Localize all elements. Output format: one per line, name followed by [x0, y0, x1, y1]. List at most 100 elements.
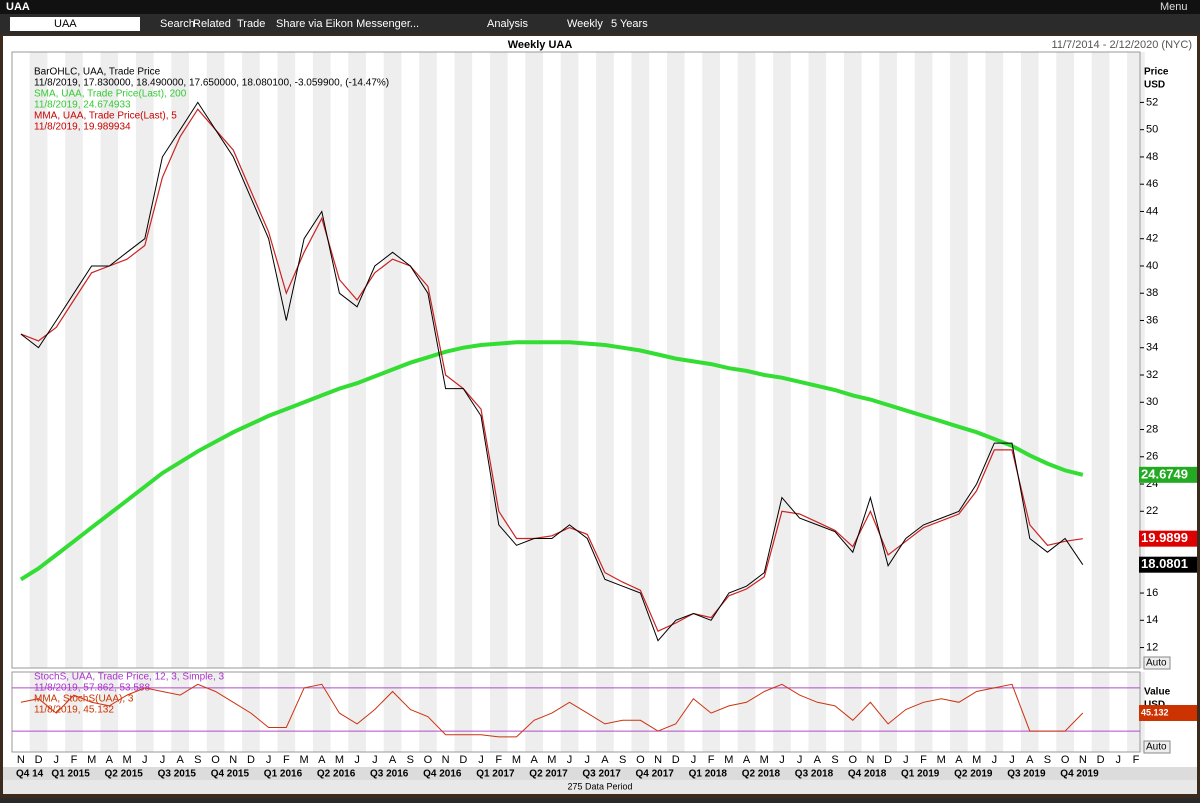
auto-button-label[interactable]: Auto [1146, 742, 1167, 753]
quarter-label: Q3 2019 [1007, 769, 1046, 780]
last-value-label: 19.9899 [1141, 530, 1188, 545]
toolbar-item[interactable]: Related [193, 18, 231, 30]
x-tick-label: O [636, 754, 645, 766]
month-band [1056, 672, 1074, 752]
y-tick-label: 46 [1146, 178, 1158, 190]
month-band [843, 52, 862, 668]
x-tick-label: J [1116, 754, 1122, 766]
x-tick-label: A [106, 754, 114, 766]
month-band [489, 672, 508, 752]
x-tick-label: J [372, 754, 378, 766]
toolbar-item[interactable]: Trade [237, 18, 265, 30]
legend-line: MMA, UAA, Trade Price(Last), 5 [34, 111, 177, 122]
toolbar-item[interactable]: Share via Eikon Messenger... [276, 18, 419, 30]
x-tick-label: J [903, 754, 909, 766]
month-band [702, 52, 720, 668]
x-tick-label: M [724, 754, 733, 766]
x-tick-label: J [797, 754, 803, 766]
month-band [383, 672, 402, 752]
quarter-label: Q2 2018 [742, 769, 781, 780]
toolbar-item[interactable]: 5 Years [611, 18, 648, 30]
x-tick-label: N [866, 754, 874, 766]
month-band [419, 52, 437, 668]
title-bar [0, 0, 1200, 14]
quarter-label: Q4 2016 [423, 769, 462, 780]
y-tick-label: 32 [1146, 369, 1158, 381]
month-band [631, 672, 650, 752]
y-tick-label: 52 [1146, 96, 1158, 108]
x-tick-label: J [992, 754, 998, 766]
month-band [1020, 672, 1039, 752]
y-tick-label: 14 [1146, 614, 1158, 626]
x-tick-label: D [672, 754, 680, 766]
month-band [419, 672, 437, 752]
month-band [560, 672, 579, 752]
month-band [773, 52, 791, 668]
footer-bar [3, 780, 1197, 794]
last-value-label: 18.0801 [1141, 556, 1188, 571]
month-band [560, 52, 579, 668]
legend-line: StochS, UAA, Trade Price, 12, 3, Simple,… [34, 672, 225, 683]
month-band [454, 52, 473, 668]
x-tick-label: O [1061, 754, 1070, 766]
x-tick-label: D [1097, 754, 1105, 766]
month-band [171, 52, 189, 668]
month-band [1091, 672, 1110, 752]
toolbar-item[interactable]: Search [160, 18, 195, 30]
x-tick-label: A [743, 754, 751, 766]
month-band [914, 672, 933, 752]
quarter-label: Q2 2015 [105, 769, 144, 780]
last-value-flag [1139, 704, 1197, 721]
toolbar-item[interactable]: Analysis [487, 18, 528, 30]
x-tick-label: F [283, 754, 290, 766]
x-tick-label: M [760, 754, 769, 766]
search-box[interactable] [10, 17, 140, 31]
y-tick-label: 36 [1146, 314, 1158, 326]
x-tick-label: M [972, 754, 981, 766]
last-value-flag [1139, 466, 1197, 483]
toolbar-item[interactable]: Weekly [567, 18, 603, 30]
x-tick-label: D [247, 754, 255, 766]
x-tick-label: J [142, 754, 148, 766]
auto-button[interactable] [1143, 656, 1171, 670]
chart-title: Weekly UAA [508, 39, 573, 51]
month-band [65, 672, 83, 752]
quarter-label: Q1 2017 [476, 769, 515, 780]
x-tick-label: A [530, 754, 538, 766]
quarter-label: Q1 2019 [901, 769, 940, 780]
auto-button[interactable] [1143, 740, 1171, 754]
x-tick-label: F [495, 754, 502, 766]
legend-line: 11/8/2019, 57.862, 53.588 [34, 683, 150, 694]
x-tick-label: J [160, 754, 166, 766]
month-band [525, 52, 543, 668]
quarter-label: Q3 2018 [795, 769, 834, 780]
menu[interactable]: Menu [1160, 1, 1188, 13]
auto-button-label[interactable]: Auto [1146, 658, 1167, 669]
x-tick-label: N [442, 754, 450, 766]
x-tick-label: M [937, 754, 946, 766]
quarter-label: Q2 2017 [529, 769, 568, 780]
x-tick-label: J [266, 754, 272, 766]
x-tick-label: S [407, 754, 414, 766]
toolbar [0, 14, 1200, 34]
last-value-flag [1139, 556, 1197, 573]
x-tick-label: M [299, 754, 308, 766]
x-tick-label: N [229, 754, 237, 766]
x-tick-label: A [955, 754, 963, 766]
x-tick-label: J [54, 754, 60, 766]
x-tick-label: A [1026, 754, 1034, 766]
x-tick-label: F [71, 754, 78, 766]
legend-line: BarOHLC, UAA, Trade Price [34, 67, 161, 78]
last-value-label: 24.6749 [1141, 466, 1188, 481]
month-band [277, 52, 296, 668]
month-band [950, 672, 968, 752]
x-tick-label: D [884, 754, 892, 766]
month-band [843, 672, 862, 752]
y-tick-label: 26 [1146, 451, 1158, 463]
x-tick-label: A [389, 754, 397, 766]
x-tick-label: J [478, 754, 484, 766]
series-line [20, 683, 1084, 738]
x-tick-label: M [547, 754, 556, 766]
y-tick-label: 44 [1146, 205, 1158, 217]
y-tick-label: 42 [1146, 233, 1158, 245]
